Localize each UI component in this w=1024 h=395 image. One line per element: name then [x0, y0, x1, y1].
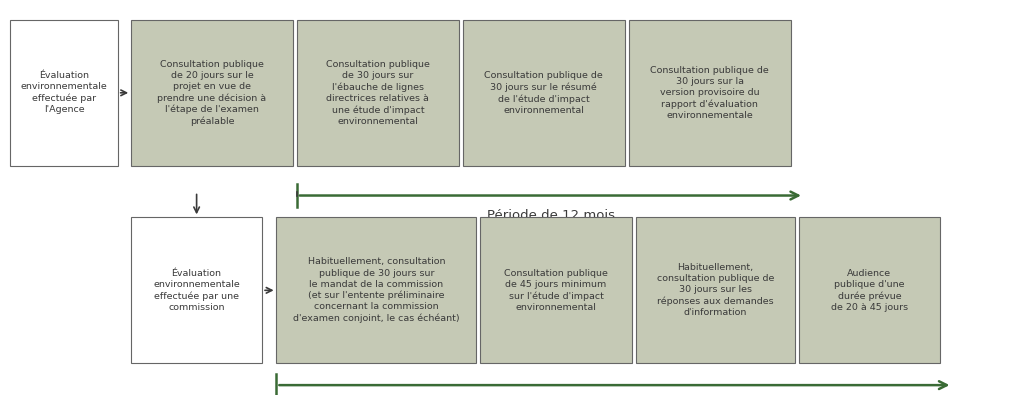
FancyBboxPatch shape [131, 20, 293, 166]
FancyBboxPatch shape [131, 217, 262, 363]
FancyBboxPatch shape [276, 217, 476, 363]
Text: Évaluation
environnementale
effectuée par
l'Agence: Évaluation environnementale effectuée pa… [20, 71, 108, 114]
Text: Évaluation
environnementale
effectuée par une
commission: Évaluation environnementale effectuée pa… [154, 269, 240, 312]
Text: Consultation publique
de 20 jours sur le
projet en vue de
prendre une décision à: Consultation publique de 20 jours sur le… [158, 60, 266, 126]
FancyBboxPatch shape [480, 217, 632, 363]
FancyBboxPatch shape [10, 20, 118, 166]
FancyBboxPatch shape [636, 217, 795, 363]
Text: Consultation publique de
30 jours sur la
version provisoire du
rapport d'évaluat: Consultation publique de 30 jours sur la… [650, 66, 769, 120]
FancyBboxPatch shape [799, 217, 940, 363]
Text: Consultation publique
de 45 jours minimum
sur l'étude d'impact
environnemental: Consultation publique de 45 jours minimu… [504, 269, 608, 312]
Text: Consultation publique
de 30 jours sur
l'ébauche de lignes
directrices relatives : Consultation publique de 30 jours sur l'… [326, 60, 430, 126]
FancyBboxPatch shape [297, 20, 459, 166]
Text: Habituellement, consultation
publique de 30 jours sur
le mandat de la commission: Habituellement, consultation publique de… [293, 258, 460, 323]
Text: Habituellement,
consultation publique de
30 jours sur les
réponses aux demandes
: Habituellement, consultation publique de… [656, 263, 774, 317]
Text: Période de 12 mois: Période de 12 mois [487, 209, 614, 222]
FancyBboxPatch shape [629, 20, 791, 166]
FancyBboxPatch shape [463, 20, 625, 166]
Text: Consultation publique de
30 jours sur le résumé
de l'étude d'impact
environnemen: Consultation publique de 30 jours sur le… [484, 71, 603, 115]
Text: Audience
publique d'une
durée prévue
de 20 à 45 jours: Audience publique d'une durée prévue de … [830, 269, 908, 312]
